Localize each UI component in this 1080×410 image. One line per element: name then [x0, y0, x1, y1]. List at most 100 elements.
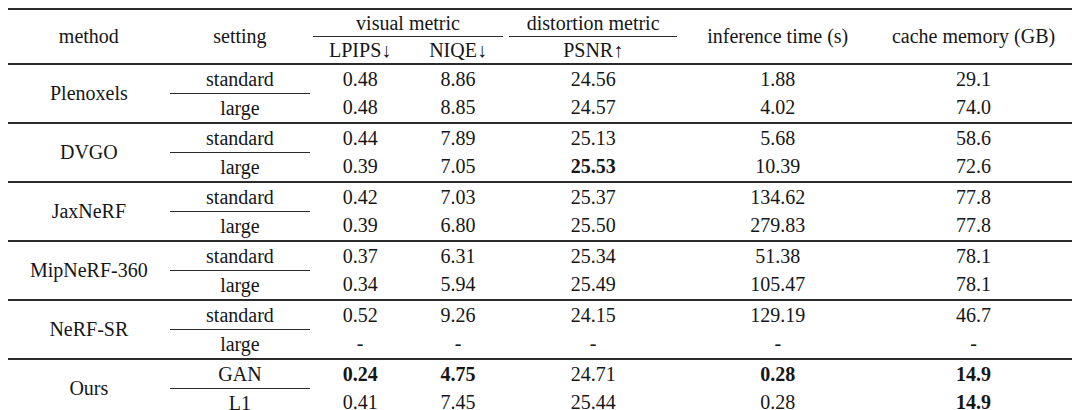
lpips-cell: 0.48 — [310, 94, 410, 124]
table-row: NeRF-SRstandard0.529.2624.15129.1946.7 — [8, 300, 1072, 330]
inference-time-cell: 129.19 — [680, 300, 875, 330]
niqe-cell: 7.05 — [410, 153, 506, 183]
inference-time-cell: 0.28 — [680, 389, 875, 410]
niqe-cell: 6.80 — [410, 212, 506, 242]
results-table: method setting visual metric distortion … — [8, 8, 1072, 410]
setting-cell: large — [170, 94, 310, 124]
header-row-top: method setting visual metric distortion … — [8, 9, 1072, 37]
lpips-cell: - — [310, 330, 410, 360]
niqe-cell: 7.03 — [410, 182, 506, 212]
col-header-inference-time: inference time (s) — [680, 9, 875, 64]
visual-metric-label: visual metric — [313, 10, 503, 37]
setting-cell: large — [170, 212, 310, 242]
method-cell: NeRF-SR — [8, 300, 170, 359]
col-header-cache-memory: cache memory (GB) — [875, 9, 1072, 64]
setting-cell: standard — [170, 64, 310, 94]
cache-memory-cell: 14.9 — [875, 389, 1072, 410]
psnr-cell: 24.15 — [506, 300, 680, 330]
psnr-cell: 24.71 — [506, 359, 680, 389]
lpips-cell: 0.34 — [310, 271, 410, 301]
lpips-cell: 0.41 — [310, 389, 410, 410]
table-row: DVGOstandard0.447.8925.135.6858.6 — [8, 123, 1072, 153]
cache-memory-cell: 46.7 — [875, 300, 1072, 330]
niqe-cell: - — [410, 330, 506, 360]
setting-cell: standard — [170, 123, 310, 153]
setting-cell: standard — [170, 182, 310, 212]
col-header-lpips: LPIPS↓ — [310, 37, 410, 64]
method-cell: DVGO — [8, 123, 170, 182]
col-header-psnr: PSNR↑ — [506, 37, 680, 64]
niqe-cell: 7.45 — [410, 389, 506, 410]
niqe-cell: 8.86 — [410, 64, 506, 94]
inference-time-cell: 51.38 — [680, 241, 875, 271]
setting-cell: large — [170, 271, 310, 301]
lpips-cell: 0.37 — [310, 241, 410, 271]
psnr-cell: - — [506, 330, 680, 360]
psnr-cell: 25.50 — [506, 212, 680, 242]
psnr-cell: 25.37 — [506, 182, 680, 212]
method-cell: JaxNeRF — [8, 182, 170, 241]
inference-time-cell: 105.47 — [680, 271, 875, 301]
psnr-cell: 25.44 — [506, 389, 680, 410]
setting-cell: standard — [170, 300, 310, 330]
niqe-cell: 9.26 — [410, 300, 506, 330]
distortion-metric-label: distortion metric — [509, 10, 677, 37]
setting-cell: GAN — [170, 359, 310, 389]
niqe-cell: 6.31 — [410, 241, 506, 271]
setting-cell: large — [170, 153, 310, 183]
cache-memory-cell: 29.1 — [875, 64, 1072, 94]
psnr-cell: 25.34 — [506, 241, 680, 271]
cache-memory-cell: 14.9 — [875, 359, 1072, 389]
niqe-cell: 7.89 — [410, 123, 506, 153]
inference-time-cell: - — [680, 330, 875, 360]
setting-cell: L1 — [170, 389, 310, 410]
niqe-cell: 5.94 — [410, 271, 506, 301]
inference-time-cell: 279.83 — [680, 212, 875, 242]
inference-time-cell: 5.68 — [680, 123, 875, 153]
psnr-cell: 25.53 — [506, 153, 680, 183]
table-row: Plenoxelsstandard0.488.8624.561.8829.1 — [8, 64, 1072, 94]
col-group-visual-metric: visual metric — [310, 9, 506, 37]
inference-time-cell: 134.62 — [680, 182, 875, 212]
col-header-niqe: NIQE↓ — [410, 37, 506, 64]
lpips-cell: 0.24 — [310, 359, 410, 389]
inference-time-cell: 10.39 — [680, 153, 875, 183]
psnr-cell: 25.49 — [506, 271, 680, 301]
cache-memory-cell: 74.0 — [875, 94, 1072, 124]
cache-memory-cell: 78.1 — [875, 241, 1072, 271]
cache-memory-cell: - — [875, 330, 1072, 360]
lpips-cell: 0.52 — [310, 300, 410, 330]
col-group-distortion-metric: distortion metric — [506, 9, 680, 37]
cache-memory-cell: 77.8 — [875, 182, 1072, 212]
inference-time-cell: 1.88 — [680, 64, 875, 94]
table-row: JaxNeRFstandard0.427.0325.37134.6277.8 — [8, 182, 1072, 212]
table-row: OursGAN0.244.7524.710.2814.9 — [8, 359, 1072, 389]
psnr-cell: 25.13 — [506, 123, 680, 153]
setting-cell: large — [170, 330, 310, 360]
niqe-cell: 4.75 — [410, 359, 506, 389]
psnr-cell: 24.57 — [506, 94, 680, 124]
col-header-method: method — [8, 9, 170, 64]
psnr-cell: 24.56 — [506, 64, 680, 94]
cache-memory-cell: 72.6 — [875, 153, 1072, 183]
inference-time-cell: 4.02 — [680, 94, 875, 124]
col-header-setting: setting — [170, 9, 310, 64]
cache-memory-cell: 58.6 — [875, 123, 1072, 153]
lpips-cell: 0.39 — [310, 212, 410, 242]
lpips-cell: 0.39 — [310, 153, 410, 183]
lpips-cell: 0.48 — [310, 64, 410, 94]
method-cell: Ours — [8, 359, 170, 410]
table-row: MipNeRF-360standard0.376.3125.3451.3878.… — [8, 241, 1072, 271]
method-cell: MipNeRF-360 — [8, 241, 170, 300]
inference-time-cell: 0.28 — [680, 359, 875, 389]
method-cell: Plenoxels — [8, 64, 170, 123]
table-body: Plenoxelsstandard0.488.8624.561.8829.1la… — [8, 64, 1072, 410]
lpips-cell: 0.44 — [310, 123, 410, 153]
paper-table-figure: method setting visual metric distortion … — [0, 0, 1080, 410]
setting-cell: standard — [170, 241, 310, 271]
cache-memory-cell: 78.1 — [875, 271, 1072, 301]
lpips-cell: 0.42 — [310, 182, 410, 212]
table-header: method setting visual metric distortion … — [8, 9, 1072, 64]
cache-memory-cell: 77.8 — [875, 212, 1072, 242]
niqe-cell: 8.85 — [410, 94, 506, 124]
